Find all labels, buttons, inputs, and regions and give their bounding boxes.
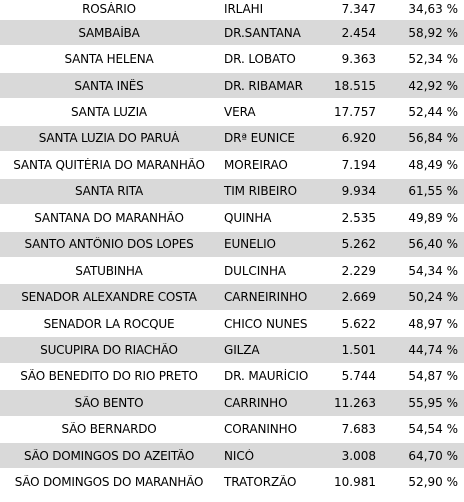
vote-count: 9.363 xyxy=(316,52,376,66)
candidate-name: NICÓ xyxy=(218,449,316,463)
vote-percentage: 52,34 % xyxy=(376,52,461,66)
city-name: SANTA INÊS xyxy=(0,79,218,93)
vote-count: 5.622 xyxy=(316,317,376,331)
candidate-name: GILZA xyxy=(218,343,316,357)
table-row: SANTA INÊS DR. RIBAMAR 18.515 42,92 % xyxy=(0,73,464,99)
vote-percentage: 34,63 % xyxy=(376,2,461,16)
vote-count: 2.669 xyxy=(316,290,376,304)
candidate-name: DR.SANTANA xyxy=(218,26,316,40)
vote-percentage: 48,97 % xyxy=(376,317,461,331)
candidate-name: DR. MAURÍCIO xyxy=(218,369,316,383)
candidate-name: DRª EUNICE xyxy=(218,131,316,145)
candidate-name: CARRINHO xyxy=(218,396,316,410)
vote-percentage: 44,74 % xyxy=(376,343,461,357)
table-row: ROSÁRIO IRLAHI 7.347 34,63 % xyxy=(0,0,464,20)
vote-percentage: 42,92 % xyxy=(376,79,461,93)
vote-percentage: 52,44 % xyxy=(376,105,461,119)
vote-count: 5.744 xyxy=(316,369,376,383)
city-name: SENADOR LA ROCQUE xyxy=(0,317,218,331)
vote-count: 7.347 xyxy=(316,2,376,16)
vote-count: 9.934 xyxy=(316,184,376,198)
vote-count: 7.683 xyxy=(316,422,376,436)
vote-percentage: 56,40 % xyxy=(376,237,461,251)
candidate-name: CORANINHO xyxy=(218,422,316,436)
vote-percentage: 48,49 % xyxy=(376,158,461,172)
city-name: SATUBINHA xyxy=(0,264,218,278)
table-row: SAMBAÍBA DR.SANTANA 2.454 58,92 % xyxy=(0,20,464,46)
vote-percentage: 55,95 % xyxy=(376,396,461,410)
city-name: SAMBAÍBA xyxy=(0,26,218,40)
city-name: SANTA LUZIA DO PARUÁ xyxy=(0,131,218,145)
vote-count: 2.535 xyxy=(316,211,376,225)
vote-percentage: 64,70 % xyxy=(376,449,461,463)
vote-percentage: 54,54 % xyxy=(376,422,461,436)
city-name: SÃO BERNARDO xyxy=(0,422,218,436)
table-row: SENADOR ALEXANDRE COSTA CARNEIRINHO 2.669 5… xyxy=(0,284,464,310)
vote-percentage: 61,55 % xyxy=(376,184,461,198)
city-name: SÃO DOMINGOS DO MARANHÃO xyxy=(0,475,218,489)
candidate-name: MOREIRAO xyxy=(218,158,316,172)
vote-count: 5.262 xyxy=(316,237,376,251)
city-name: SANTANA DO MARANHÃO xyxy=(0,211,218,225)
table-row: SANTA LUZIA VERA 17.757 52,44 % xyxy=(0,99,464,125)
candidate-name: EUNELIO xyxy=(218,237,316,251)
vote-count: 2.454 xyxy=(316,26,376,40)
table-row: SATUBINHA DULCINHA 2.229 54,34 % xyxy=(0,258,464,284)
city-name: SÃO DOMINGOS DO AZEITÃO xyxy=(0,449,218,463)
vote-percentage: 54,34 % xyxy=(376,264,461,278)
candidate-name: VERA xyxy=(218,105,316,119)
table-row: SÃO DOMINGOS DO AZEITÃO NICÓ 3.008 64,70 % xyxy=(0,443,464,469)
candidate-name: TIM RIBEIRO xyxy=(218,184,316,198)
city-name: SANTA HELENA xyxy=(0,52,218,66)
city-name: SÃO BENEDITO DO RIO PRETO xyxy=(0,369,218,383)
city-name: SÃO BENTO xyxy=(0,396,218,410)
table-row: SANTA QUITÉRIA DO MARANHÃO MOREIRAO 7.194 4… xyxy=(0,152,464,178)
vote-percentage: 50,24 % xyxy=(376,290,461,304)
table-row: SÃO DOMINGOS DO MARANHÃO TRATORZÃO 10.981 5… xyxy=(0,469,464,495)
city-name: SENADOR ALEXANDRE COSTA xyxy=(0,290,218,304)
city-name: SANTA QUITÉRIA DO MARANHÃO xyxy=(0,158,218,172)
candidate-name: DULCINHA xyxy=(218,264,316,278)
vote-count: 7.194 xyxy=(316,158,376,172)
table-row: SENADOR LA ROCQUE CHICO NUNES 5.622 48,97 % xyxy=(0,311,464,337)
city-name: SANTO ANTÔNIO DOS LOPES xyxy=(0,237,218,251)
vote-percentage: 52,90 % xyxy=(376,475,461,489)
table-row: SÃO BENEDITO DO RIO PRETO DR. MAURÍCIO 5.7… xyxy=(0,364,464,390)
city-name: SUCUPIRA DO RIACHÃO xyxy=(0,343,218,357)
vote-count: 3.008 xyxy=(316,449,376,463)
vote-count: 2.229 xyxy=(316,264,376,278)
table-row: SANTO ANTÔNIO DOS LOPES EUNELIO 5.262 56,40… xyxy=(0,232,464,258)
vote-percentage: 54,87 % xyxy=(376,369,461,383)
vote-count: 11.263 xyxy=(316,396,376,410)
vote-percentage: 58,92 % xyxy=(376,26,461,40)
candidate-name: TRATORZÃO xyxy=(218,475,316,489)
city-name: SANTA RITA xyxy=(0,184,218,198)
candidate-name: DR. RIBAMAR xyxy=(218,79,316,93)
table-row: SANTA RITA TIM RIBEIRO 9.934 61,55 % xyxy=(0,179,464,205)
candidate-name: CARNEIRINHO xyxy=(218,290,316,304)
vote-percentage: 56,84 % xyxy=(376,131,461,145)
table-row: SÃO BERNARDO CORANINHO 7.683 54,54 % xyxy=(0,417,464,443)
candidate-name: CHICO NUNES xyxy=(218,317,316,331)
vote-percentage: 49,89 % xyxy=(376,211,461,225)
vote-count: 17.757 xyxy=(316,105,376,119)
table-row: SANTANA DO MARANHÃO QUINHA 2.535 49,89 % xyxy=(0,205,464,231)
city-name: SANTA LUZIA xyxy=(0,105,218,119)
vote-count: 18.515 xyxy=(316,79,376,93)
vote-count: 1.501 xyxy=(316,343,376,357)
candidate-name: QUINHA xyxy=(218,211,316,225)
table-row: SUCUPIRA DO RIACHÃO GILZA 1.501 44,74 % xyxy=(0,337,464,363)
vote-count: 6.920 xyxy=(316,131,376,145)
candidate-name: DR. LOBATO xyxy=(218,52,316,66)
table-row: SÃO BENTO CARRINHO 11.263 55,95 % xyxy=(0,390,464,416)
table-row: SANTA LUZIA DO PARUÁ DRª EUNICE 6.920 56,84… xyxy=(0,126,464,152)
candidate-name: IRLAHI xyxy=(218,2,316,16)
vote-count: 10.981 xyxy=(316,475,376,489)
city-name: ROSÁRIO xyxy=(0,2,218,16)
table-row: SANTA HELENA DR. LOBATO 9.363 52,34 % xyxy=(0,46,464,72)
